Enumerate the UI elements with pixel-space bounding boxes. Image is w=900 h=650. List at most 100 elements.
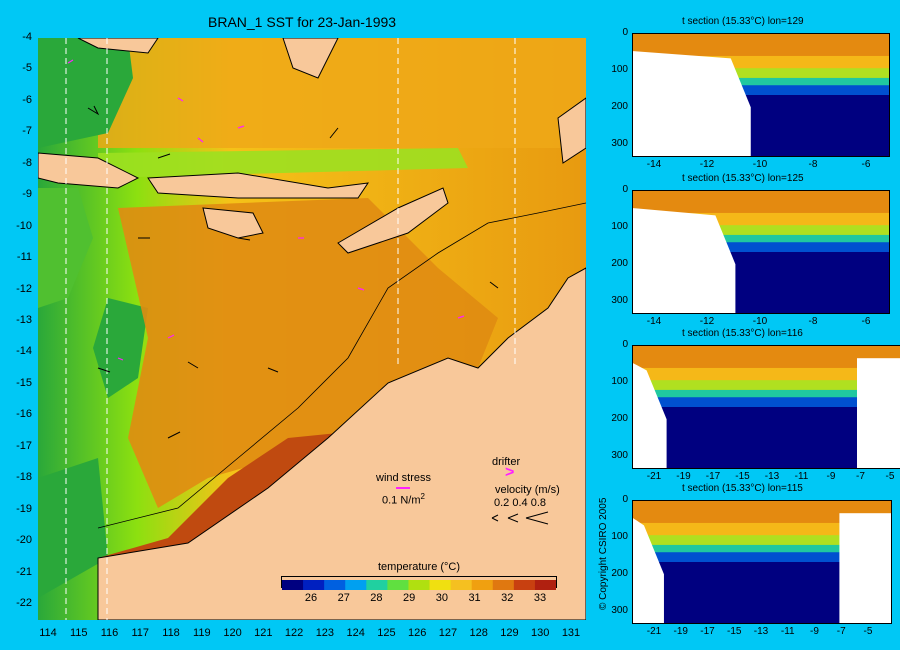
section-seafloor-mask xyxy=(633,363,667,468)
lon-tick: 128 xyxy=(469,627,488,639)
section-ytick: 0 xyxy=(622,494,628,505)
lat-tick: -18 xyxy=(16,471,32,484)
section-canvas xyxy=(633,501,891,623)
section-band xyxy=(633,234,889,244)
section-band xyxy=(633,407,900,468)
section-band xyxy=(633,397,900,408)
lat-tick: -17 xyxy=(16,439,32,452)
colorbar-swatch xyxy=(471,580,494,590)
section-ytick: 200 xyxy=(611,100,628,112)
wind-stress-value: 0.1 N/m2 xyxy=(382,492,425,507)
lat-tick: -13 xyxy=(16,314,32,326)
colorbar-swatch xyxy=(492,580,515,590)
section-xtick: -11 xyxy=(780,626,795,637)
drifter-arrow-icon: > xyxy=(505,464,515,481)
lat-tick: -12 xyxy=(16,282,32,295)
drifter-vectors xyxy=(67,59,465,361)
section-ytick: 100 xyxy=(611,63,628,75)
lon-tick: 114 xyxy=(39,627,57,639)
section-xtick: -6 xyxy=(861,159,871,170)
lat-tick: -20 xyxy=(16,534,32,547)
section-xtick: -10 xyxy=(752,159,768,170)
section-xtick: -15 xyxy=(727,626,742,637)
section-xtick: -9 xyxy=(810,626,819,637)
section-ytick: 200 xyxy=(611,257,628,269)
copyright-text: © Copyright CSIRO 2005 xyxy=(598,497,609,610)
section-xtick: -13 xyxy=(753,626,769,637)
lat-tick: -16 xyxy=(16,408,32,421)
section-surface-band xyxy=(633,191,889,206)
section-land-mask xyxy=(857,358,900,468)
section-xtick: -15 xyxy=(735,471,750,482)
sst-map-canvas xyxy=(37,37,587,621)
section-band xyxy=(633,552,891,563)
bathymetry-contour xyxy=(97,202,587,529)
colorbar-swatch xyxy=(450,580,473,590)
section-canvas xyxy=(633,34,889,156)
velocity-arrows-icon xyxy=(490,508,560,533)
lat-tick: -15 xyxy=(16,376,32,389)
section-xtick: -11 xyxy=(794,471,809,482)
section-xtick: -8 xyxy=(808,159,818,170)
section-panel xyxy=(632,33,890,157)
colorbar-tick: 33 xyxy=(533,592,547,604)
sst-map xyxy=(37,37,587,621)
section-xtick: -19 xyxy=(673,626,688,637)
island-bali-lombok xyxy=(37,152,140,189)
lon-tick: 117 xyxy=(131,627,150,639)
section-band xyxy=(633,535,891,546)
section-band xyxy=(633,389,900,399)
section-xtick: -10 xyxy=(752,316,768,327)
lon-tick: 131 xyxy=(561,627,581,639)
section-ytick: 100 xyxy=(611,375,628,387)
section-xtick: -7 xyxy=(836,626,846,637)
section-ytick: 0 xyxy=(622,184,628,195)
velocity-label: velocity (m/s) xyxy=(495,484,560,496)
nw-green-patch xyxy=(38,38,133,148)
section-ytick: 200 xyxy=(611,412,628,424)
section-xtick: -12 xyxy=(699,316,715,327)
lat-tick: -14 xyxy=(16,345,32,358)
section-xtick: -21 xyxy=(646,471,662,482)
section-band xyxy=(633,380,900,391)
section-ytick: 0 xyxy=(622,339,628,350)
section-xtick: -5 xyxy=(863,626,873,637)
lon-tick: 118 xyxy=(162,627,180,639)
colorbar-swatch xyxy=(282,580,304,590)
drifter-label: drifter xyxy=(492,456,521,468)
section-seafloor-mask xyxy=(633,518,664,623)
section-xtick: -12 xyxy=(699,159,715,170)
section-canvas xyxy=(633,346,900,468)
section-xtick: -5 xyxy=(885,471,895,482)
section-band xyxy=(633,68,889,79)
colorbar-tick: 32 xyxy=(501,592,514,604)
section-xtick: -21 xyxy=(646,626,662,637)
colorbar-swatch xyxy=(408,580,431,590)
lon-tick: 129 xyxy=(500,627,519,639)
section-ytick: 200 xyxy=(611,567,628,579)
wind-stress-arrow xyxy=(396,487,410,489)
section-panel xyxy=(632,500,892,624)
lat-tick: -19 xyxy=(16,502,32,515)
colorbar-swatch xyxy=(387,580,409,590)
section-ytick: 300 xyxy=(611,294,628,306)
section-canvas xyxy=(633,191,889,313)
colorbar-swatch xyxy=(429,580,452,590)
section-xtick: -17 xyxy=(700,626,715,637)
wind-stress-label: wind stress xyxy=(376,472,432,484)
section-ytick: 100 xyxy=(611,530,628,542)
colorbar-tick: 26 xyxy=(304,592,318,604)
section-ytick: 0 xyxy=(622,27,628,38)
section-xtick: -9 xyxy=(826,471,836,482)
section-band xyxy=(633,242,889,253)
colorbar-tick: 29 xyxy=(403,592,416,604)
colorbar-tick: 31 xyxy=(468,592,481,604)
colorbar-swatch xyxy=(324,580,346,590)
section-band xyxy=(633,85,889,96)
section-land-mask xyxy=(839,513,891,623)
lon-tick: 122 xyxy=(284,627,304,639)
lat-tick: -4 xyxy=(22,31,32,43)
lon-tick: 115 xyxy=(69,627,88,639)
colorbar-swatch xyxy=(513,580,536,590)
lon-tick: 130 xyxy=(531,627,550,639)
